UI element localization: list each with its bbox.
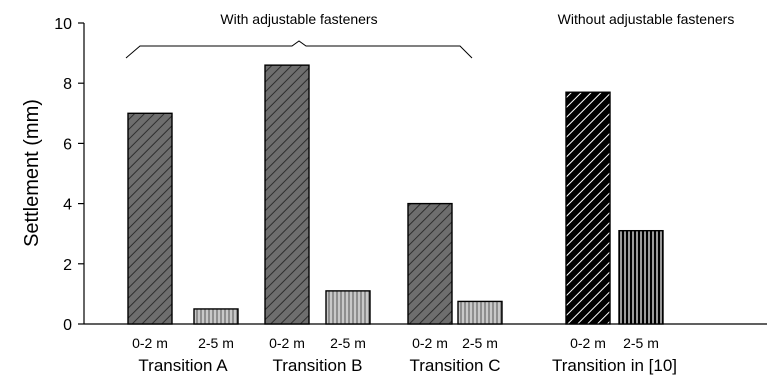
y-tick-label: 4 xyxy=(63,197,72,214)
y-tick-label: 0 xyxy=(63,317,72,334)
annotation-with-fasteners: With adjustable fasteners xyxy=(125,11,473,59)
bar-category-label: 0-2 m xyxy=(132,335,168,351)
bar-category-label: 0-2 m xyxy=(269,335,305,351)
bar-3-1 xyxy=(618,229,664,325)
bar-category-labels: 0-2 m 2-5 m 0-2 m 2-5 m 0-2 m 2-5 m 0-2 m 2-5 m xyxy=(132,335,659,351)
group-label: Transition in [10] xyxy=(552,356,677,375)
group-label: Transition C xyxy=(409,356,500,375)
bar-category-label: 2-5 m xyxy=(330,335,366,351)
y-tick-label: 8 xyxy=(63,76,72,93)
y-ticks: 0 2 4 6 8 10 xyxy=(54,16,84,334)
group-labels: Transition A Transition B Transition C Tran… xyxy=(138,356,677,375)
bar-category-label: 2-5 m xyxy=(623,335,659,351)
y-tick-label: 6 xyxy=(63,136,72,153)
y-tick-label: 10 xyxy=(54,16,72,33)
bar-1-1 xyxy=(325,290,371,325)
y-axis-title: Settlement (mm) xyxy=(21,99,43,247)
y-tick-label: 2 xyxy=(63,257,72,274)
bar-category-label: 2-5 m xyxy=(198,335,234,351)
bar-0-0 xyxy=(127,112,173,325)
bar-2-1 xyxy=(457,300,503,325)
group-label: Transition B xyxy=(272,356,362,375)
bar-category-label: 2-5 m xyxy=(462,335,498,351)
bar-1-0 xyxy=(264,64,310,325)
annotation-without-label: Without adjustable fasteners xyxy=(558,11,735,27)
bar-category-label: 0-2 m xyxy=(412,335,448,351)
bar-category-label: 0-2 m xyxy=(570,335,606,351)
bar-2-0 xyxy=(407,202,453,325)
annotation-bracket xyxy=(125,40,473,59)
bar-0-1 xyxy=(193,308,239,325)
group-label: Transition A xyxy=(138,356,228,375)
annotation-with-label: With adjustable fasteners xyxy=(220,11,377,27)
bars xyxy=(127,64,664,325)
bar-3-0 xyxy=(565,91,611,325)
